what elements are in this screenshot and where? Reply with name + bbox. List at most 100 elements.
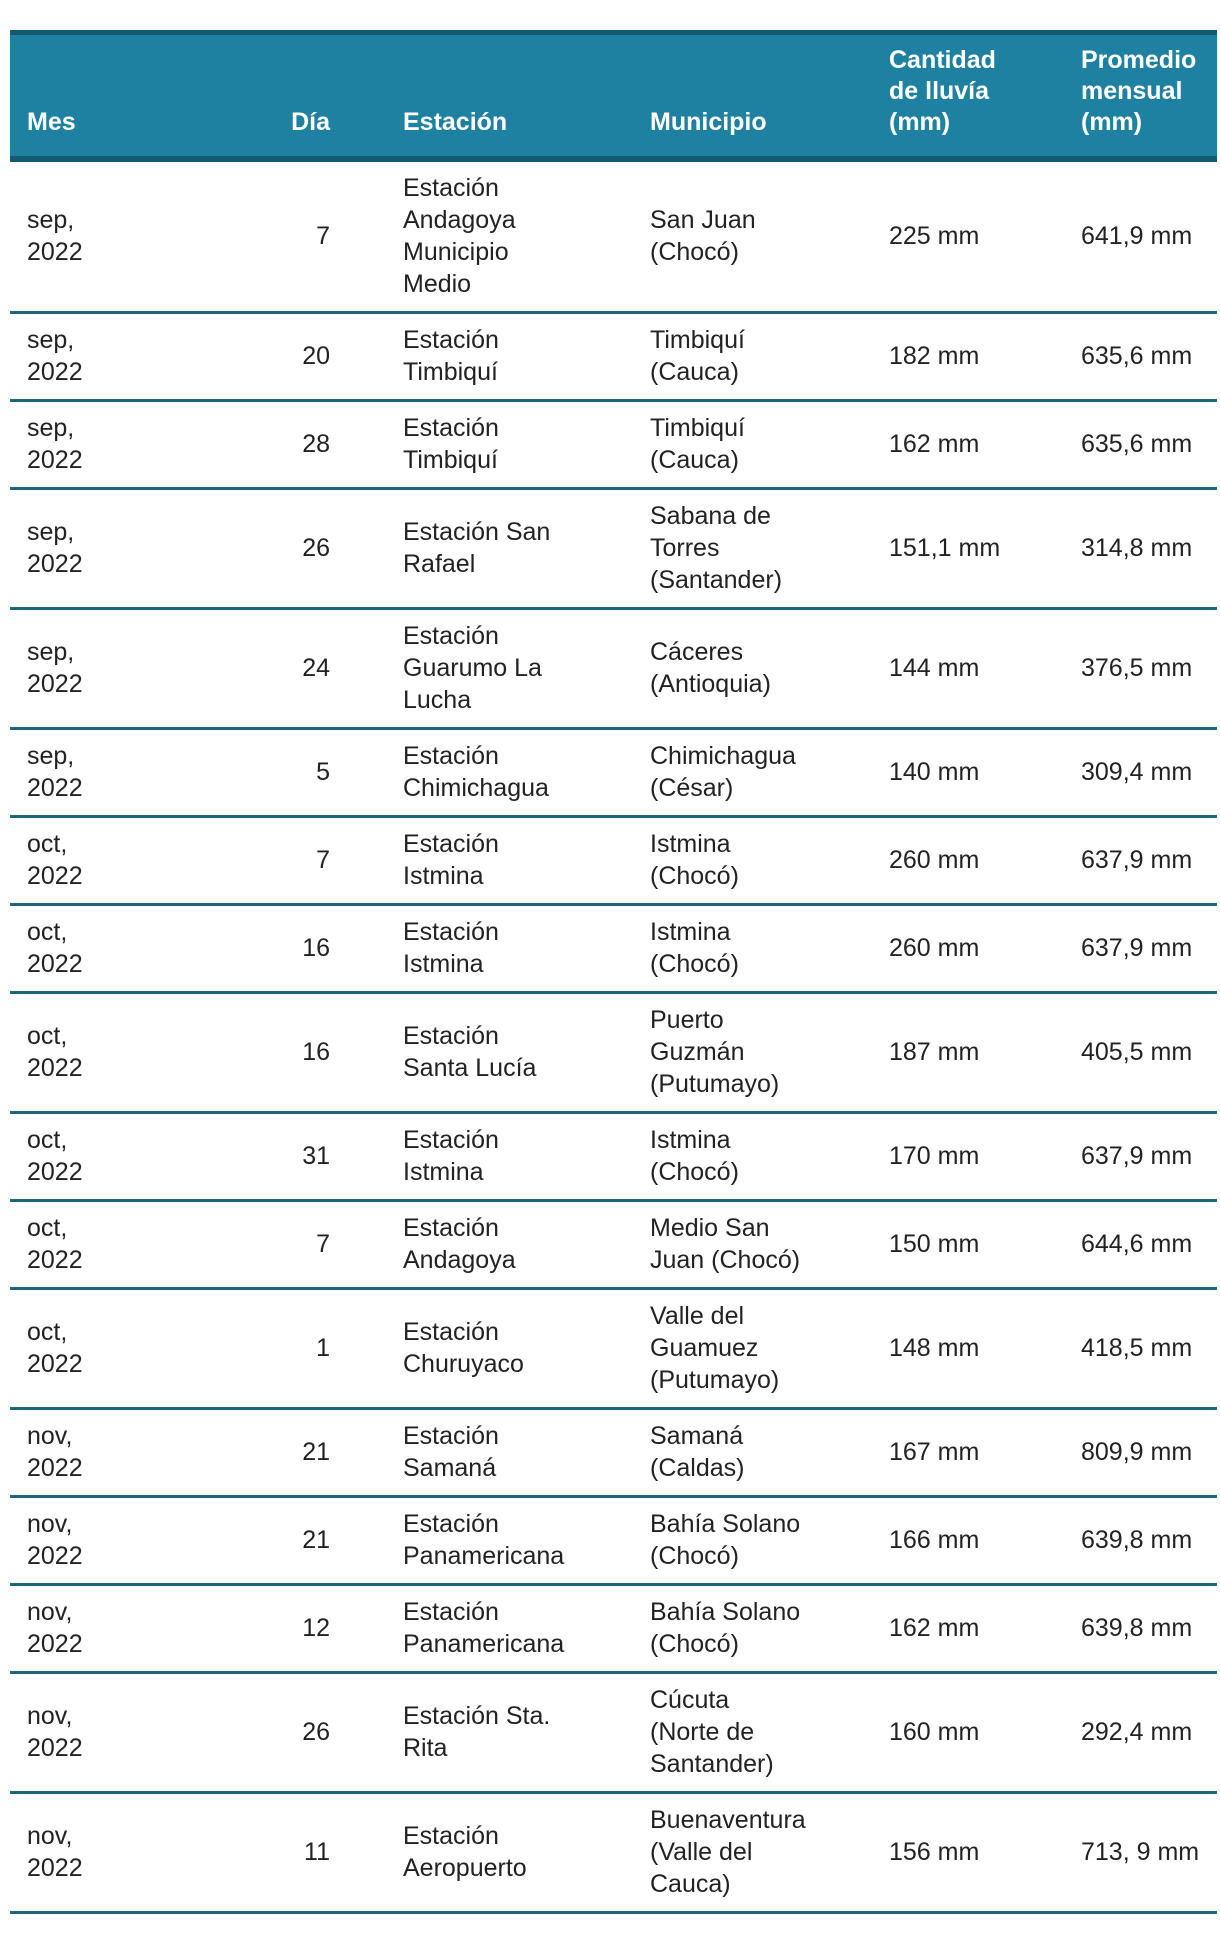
cell-promedio: 635,6 mm [1064,312,1217,402]
cell-cantidad: 260 mm [872,904,1064,994]
cell-estacion: Estación Timbiquí [386,400,633,490]
table-row: sep, 2022 28 Estación Timbiquí Timbiquí (Ca… [10,400,1217,490]
cell-cantidad: 148 mm [872,1288,1064,1410]
cell-mes: nov, 2022 [10,1496,176,1586]
rainfall-table: Mes Día Estación Municipio Cantidad de l… [10,30,1217,1914]
cell-mes: oct, 2022 [10,816,176,906]
cell-cantidad: 170 mm [872,1112,1064,1202]
cell-dia: 16 [176,904,386,994]
header-estacion: Estación [386,30,633,162]
cell-promedio: 405,5 mm [1064,992,1217,1114]
table-row: oct, 2022 16 Estación Istmina Istmina (Choc… [10,904,1217,994]
cell-municipio: Bahía Solano (Chocó) [633,1496,872,1586]
cell-municipio: Medio San Juan (Chocó) [633,1200,872,1290]
cell-estacion: Estación Guarumo La Lucha [386,608,633,730]
cell-mes: sep, 2022 [10,728,176,818]
cell-estacion: Estación Panamericana [386,1496,633,1586]
header-cantidad: Cantidad de lluvía (mm) [872,30,1064,162]
cell-dia: 26 [176,1672,386,1794]
cell-municipio: Samaná (Caldas) [633,1408,872,1498]
cell-promedio: 809,9 mm [1064,1408,1217,1498]
table-row: nov, 2022 11 Estación Aeropuerto Buenaventu… [10,1792,1217,1914]
cell-mes: nov, 2022 [10,1584,176,1674]
cell-municipio: Cáceres (Antioquia) [633,608,872,730]
cell-dia: 16 [176,992,386,1114]
cell-cantidad: 150 mm [872,1200,1064,1290]
cell-mes: oct, 2022 [10,904,176,994]
cell-municipio: Bahía Solano (Chocó) [633,1584,872,1674]
cell-dia: 7 [176,816,386,906]
cell-estacion: Estación Istmina [386,904,633,994]
cell-promedio: 644,6 mm [1064,1200,1217,1290]
cell-dia: 26 [176,488,386,610]
header-mes: Mes [10,30,176,162]
table-row: nov, 2022 21 Estación Samaná Samaná (Caldas… [10,1408,1217,1498]
cell-municipio: Istmina (Chocó) [633,1112,872,1202]
header-municipio: Municipio [633,30,872,162]
cell-estacion: Estación Churuyaco [386,1288,633,1410]
cell-dia: 31 [176,1112,386,1202]
cell-cantidad: 140 mm [872,728,1064,818]
table-row: oct, 2022 16 Estación Santa Lucía Puerto Gu… [10,992,1217,1114]
table-row: oct, 2022 1 Estación Churuyaco Valle del Gu… [10,1288,1217,1410]
cell-dia: 7 [176,159,386,314]
table-row: oct, 2022 7 Estación Andagoya Medio San Jua… [10,1200,1217,1290]
table-row: sep, 2022 7 Estación Andagoya Municipio Me… [10,159,1217,314]
cell-cantidad: 162 mm [872,400,1064,490]
cell-promedio: 639,8 mm [1064,1584,1217,1674]
cell-mes: nov, 2022 [10,1792,176,1914]
cell-municipio: Sabana de Torres (Santander) [633,488,872,610]
cell-promedio: 713, 9 mm [1064,1792,1217,1914]
cell-cantidad: 162 mm [872,1584,1064,1674]
table-row: sep, 2022 26 Estación San Rafael Sabana de … [10,488,1217,610]
cell-estacion: Estación Santa Lucía [386,992,633,1114]
cell-promedio: 641,9 mm [1064,159,1217,314]
cell-promedio: 292,4 mm [1064,1672,1217,1794]
cell-promedio: 637,9 mm [1064,816,1217,906]
table-row: sep, 2022 24 Estación Guarumo La Lucha Cáce… [10,608,1217,730]
cell-dia: 7 [176,1200,386,1290]
cell-estacion: Estación Istmina [386,1112,633,1202]
cell-mes: sep, 2022 [10,608,176,730]
cell-mes: nov, 2022 [10,1672,176,1794]
header-dia: Día [176,30,386,162]
cell-mes: oct, 2022 [10,1288,176,1410]
cell-promedio: 635,6 mm [1064,400,1217,490]
cell-estacion: Estación Sta. Rita [386,1672,633,1794]
table-row: oct, 2022 7 Estación Istmina Istmina (Chocó… [10,816,1217,906]
cell-cantidad: 187 mm [872,992,1064,1114]
cell-mes: oct, 2022 [10,1112,176,1202]
cell-mes: oct, 2022 [10,992,176,1114]
cell-municipio: Chimichagua (César) [633,728,872,818]
cell-mes: sep, 2022 [10,488,176,610]
cell-estacion: Estación Panamericana [386,1584,633,1674]
cell-mes: sep, 2022 [10,400,176,490]
cell-dia: 11 [176,1792,386,1914]
cell-municipio: San Juan (Chocó) [633,159,872,314]
cell-cantidad: 166 mm [872,1496,1064,1586]
cell-estacion: Estación Chimichagua [386,728,633,818]
cell-municipio: Istmina (Chocó) [633,904,872,994]
cell-dia: 1 [176,1288,386,1410]
cell-municipio: Puerto Guzmán (Putumayo) [633,992,872,1114]
cell-dia: 20 [176,312,386,402]
header-promedio: Promedio mensual (mm) [1064,30,1217,162]
cell-dia: 21 [176,1408,386,1498]
cell-estacion: Estación Andagoya Municipio Medio [386,159,633,314]
cell-cantidad: 151,1 mm [872,488,1064,610]
cell-estacion: Estación Samaná [386,1408,633,1498]
cell-promedio: 637,9 mm [1064,1112,1217,1202]
cell-mes: sep, 2022 [10,312,176,402]
cell-promedio: 637,9 mm [1064,904,1217,994]
cell-municipio: Istmina (Chocó) [633,816,872,906]
table-row: nov, 2022 21 Estación Panamericana Bahía So… [10,1496,1217,1586]
cell-estacion: Estación San Rafael [386,488,633,610]
cell-mes: sep, 2022 [10,159,176,314]
cell-promedio: 314,8 mm [1064,488,1217,610]
cell-cantidad: 167 mm [872,1408,1064,1498]
cell-municipio: Cúcuta (Norte de Santander) [633,1672,872,1794]
cell-estacion: Estación Andagoya [386,1200,633,1290]
cell-municipio: Timbiquí (Cauca) [633,400,872,490]
cell-municipio: Valle del Guamuez (Putumayo) [633,1288,872,1410]
cell-estacion: Estación Timbiquí [386,312,633,402]
